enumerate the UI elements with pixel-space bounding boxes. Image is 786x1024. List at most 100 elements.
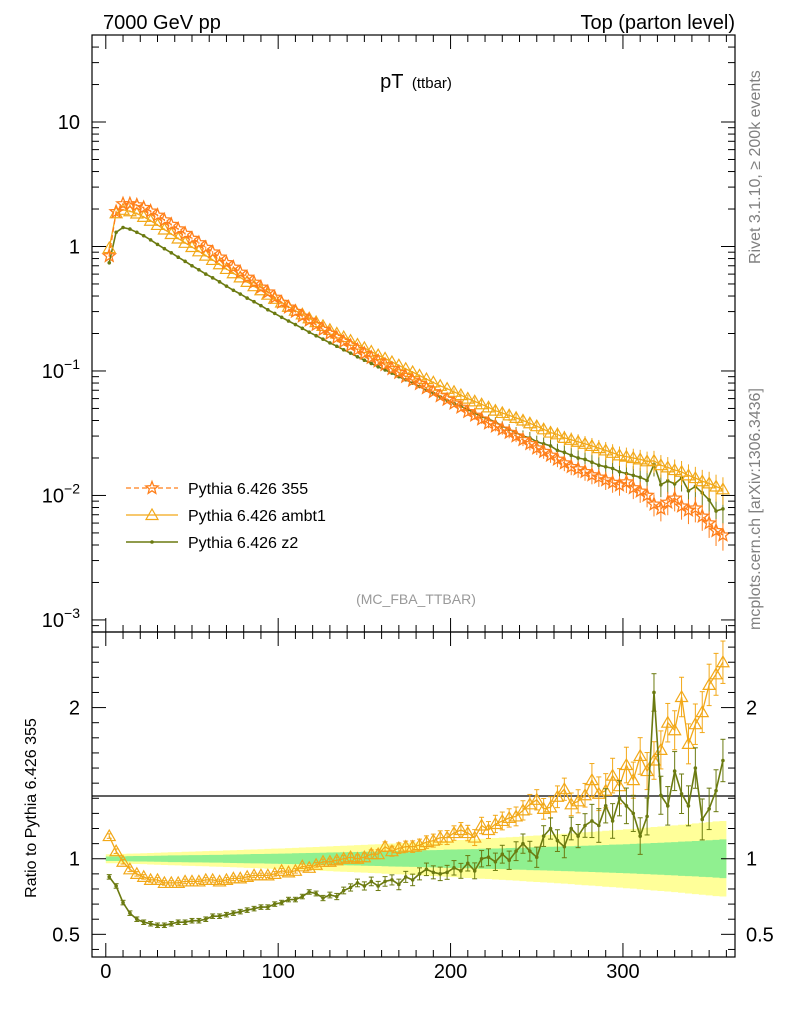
ratio-point-ambt1 (605, 768, 620, 781)
point-z2 (334, 344, 339, 349)
main-axes: 10 1 10−1 10−2 10−3 (42, 34, 735, 633)
point-ambt1 (419, 371, 434, 385)
point-p355 (625, 479, 642, 495)
point-z2 (307, 330, 312, 334)
point-z2 (176, 255, 180, 260)
point-z2 (597, 463, 601, 468)
side-text-rivet: Rivet 3.1.10, ≥ 200k events (747, 70, 764, 264)
point-z2 (714, 509, 718, 513)
legend-entry-ambt1: Pythia 6.426 ambt1 (126, 507, 326, 525)
ratio-point-z2 (314, 891, 318, 896)
ratio-series-layer (102, 640, 730, 929)
point-p355 (335, 333, 352, 349)
point-z2 (672, 482, 677, 486)
point-p355 (590, 469, 607, 484)
point-p355 (218, 254, 235, 270)
point-z2 (107, 260, 112, 265)
point-p355 (349, 341, 366, 357)
ratio-point-z2 (603, 804, 608, 808)
point-ambt1 (660, 460, 675, 473)
point-p355 (501, 424, 518, 440)
ratio-point-z2 (224, 912, 229, 917)
ratio-point-ambt1 (543, 800, 558, 813)
ratio-point-ambt1 (295, 859, 310, 872)
ratio-point-z2 (424, 867, 429, 872)
x-tick-label: 100 (261, 961, 294, 983)
ratio-point-z2 (203, 917, 208, 922)
point-z2 (383, 368, 387, 372)
ratio-point-z2 (617, 796, 622, 801)
ratio-point-ambt1 (550, 789, 565, 802)
point-ambt1 (467, 394, 482, 407)
point-z2 (583, 457, 587, 462)
point-p355 (280, 299, 297, 314)
ratio-series-ambt1 (102, 640, 730, 889)
point-z2 (238, 292, 243, 296)
ratio-point-z2 (383, 879, 387, 884)
ratio-point-z2 (328, 893, 332, 897)
point-z2 (617, 469, 622, 474)
point-z2 (562, 450, 567, 455)
point-z2 (197, 267, 201, 272)
point-p355 (446, 395, 462, 411)
ratio-point-z2 (645, 814, 649, 819)
ratio-point-ambt1 (384, 843, 399, 857)
ratio-point-z2 (148, 921, 153, 926)
point-z2 (252, 299, 256, 304)
point-z2 (259, 303, 263, 308)
point-p355 (556, 454, 573, 470)
point-ambt1 (515, 413, 530, 426)
point-ambt1 (391, 358, 406, 371)
point-ambt1 (577, 436, 593, 449)
ratio-point-z2 (286, 897, 291, 902)
point-p355 (377, 356, 393, 372)
ratio-point-z2 (597, 823, 601, 828)
ratio-point-z2 (541, 834, 546, 838)
ratio-point-ambt1 (488, 816, 503, 830)
ratio-point-z2 (583, 823, 587, 828)
ratio-point-z2 (341, 888, 346, 893)
ratio-y-tick-label: 1 (69, 849, 80, 871)
point-p355 (666, 489, 683, 505)
ratio-point-z2 (452, 866, 456, 870)
point-ambt1 (667, 462, 682, 476)
point-z2 (231, 288, 236, 293)
point-z2 (286, 319, 291, 323)
band-inner (105, 839, 727, 879)
point-p355 (694, 508, 711, 524)
ratio-point-z2 (548, 826, 553, 831)
series-p355 (101, 195, 731, 551)
point-p355 (570, 460, 587, 476)
point-z2 (665, 479, 670, 483)
ratio-point-ambt1 (343, 850, 358, 863)
point-ambt1 (626, 450, 641, 464)
ratio-point-ambt1 (129, 866, 144, 879)
ratio-point-z2 (466, 861, 470, 866)
ratio-point-z2 (514, 849, 518, 853)
ratio-point-z2 (252, 906, 256, 911)
point-z2 (321, 337, 325, 341)
point-ambt1 (695, 474, 710, 487)
ratio-y-tick-label-right: 0.5 (746, 924, 774, 946)
main-series-layer (101, 195, 731, 551)
ratio-point-ambt1 (253, 868, 268, 881)
ratio-point-ambt1 (467, 830, 482, 843)
point-z2 (141, 233, 146, 238)
point-ambt1 (571, 434, 586, 447)
ratio-point-ambt1 (702, 677, 717, 691)
point-p355 (121, 195, 138, 211)
point-p355 (135, 199, 152, 215)
ratio-y-tick-label-right: 2 (746, 698, 757, 720)
point-p355 (418, 379, 435, 395)
legend-label-ambt1: Pythia 6.426 ambt1 (188, 508, 326, 525)
ratio-point-ambt1 (591, 786, 606, 799)
point-p355 (156, 211, 173, 227)
ratio-ylabel: Ratio to Pythia 6.426 355 (23, 718, 40, 898)
ratio-point-z2 (700, 817, 705, 822)
ratio-point-z2 (217, 914, 222, 918)
point-p355 (301, 312, 318, 328)
point-z2 (631, 473, 636, 478)
point-p355 (397, 368, 414, 384)
ratio-point-z2 (507, 858, 511, 863)
ratio-point-ambt1 (371, 846, 386, 860)
